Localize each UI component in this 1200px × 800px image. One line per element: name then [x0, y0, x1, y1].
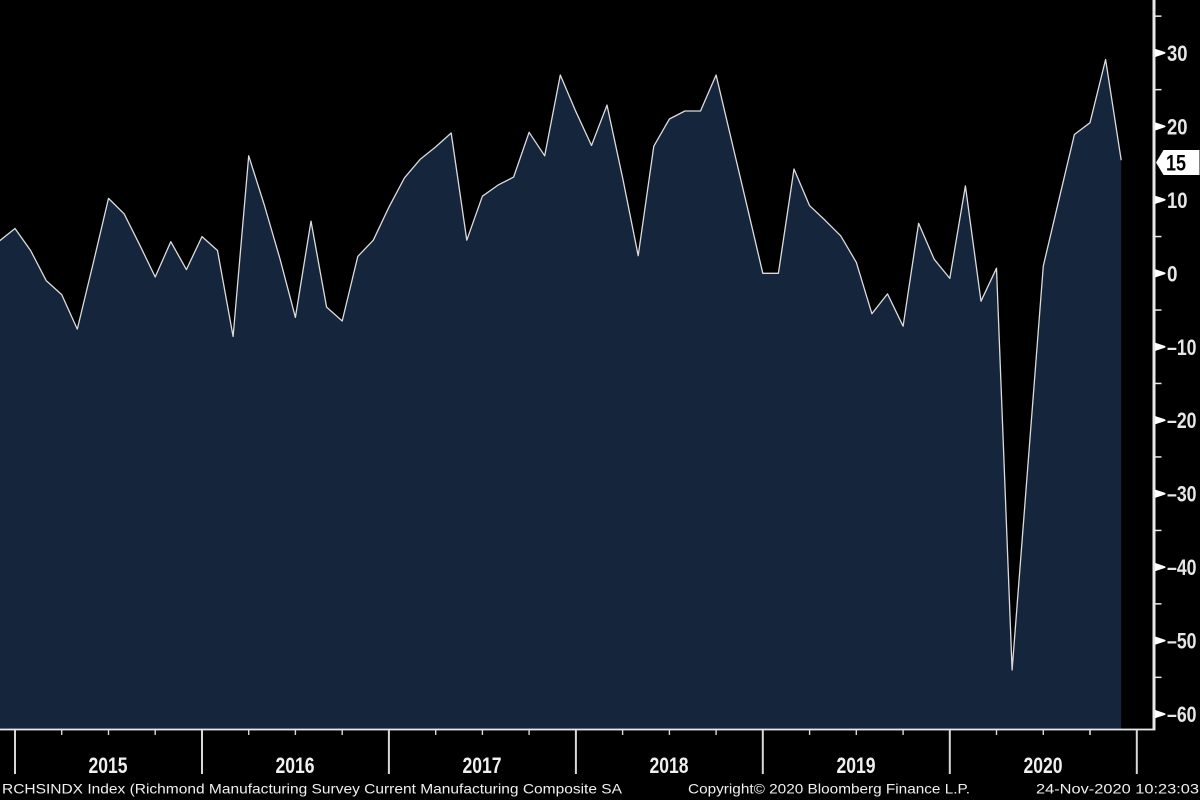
svg-text:20: 20 — [1167, 114, 1188, 139]
svg-text:2015: 2015 — [89, 753, 128, 778]
svg-text:–40: –40 — [1167, 555, 1197, 580]
svg-text:15: 15 — [1166, 150, 1186, 175]
svg-text:Copyright© 2020 Bloomberg Fina: Copyright© 2020 Bloomberg Finance L.P. — [688, 781, 970, 797]
svg-text:–50: –50 — [1167, 629, 1197, 654]
svg-text:–60: –60 — [1167, 702, 1197, 727]
svg-text:10: 10 — [1167, 188, 1188, 213]
svg-text:2020: 2020 — [1024, 753, 1063, 778]
svg-text:2017: 2017 — [463, 753, 502, 778]
svg-text:–20: –20 — [1167, 408, 1197, 433]
svg-text:24-Nov-2020 10:23:03: 24-Nov-2020 10:23:03 — [1036, 781, 1199, 797]
svg-text:–30: –30 — [1167, 482, 1197, 507]
svg-text:2018: 2018 — [650, 753, 689, 778]
svg-text:30: 30 — [1167, 41, 1188, 66]
svg-text:RCHSINDX Index (Richmond Manuf: RCHSINDX Index (Richmond Manufacturing S… — [2, 781, 623, 797]
svg-text:2016: 2016 — [276, 753, 315, 778]
svg-text:2019: 2019 — [837, 753, 876, 778]
svg-text:0: 0 — [1167, 261, 1178, 286]
svg-text:–10: –10 — [1167, 335, 1197, 360]
